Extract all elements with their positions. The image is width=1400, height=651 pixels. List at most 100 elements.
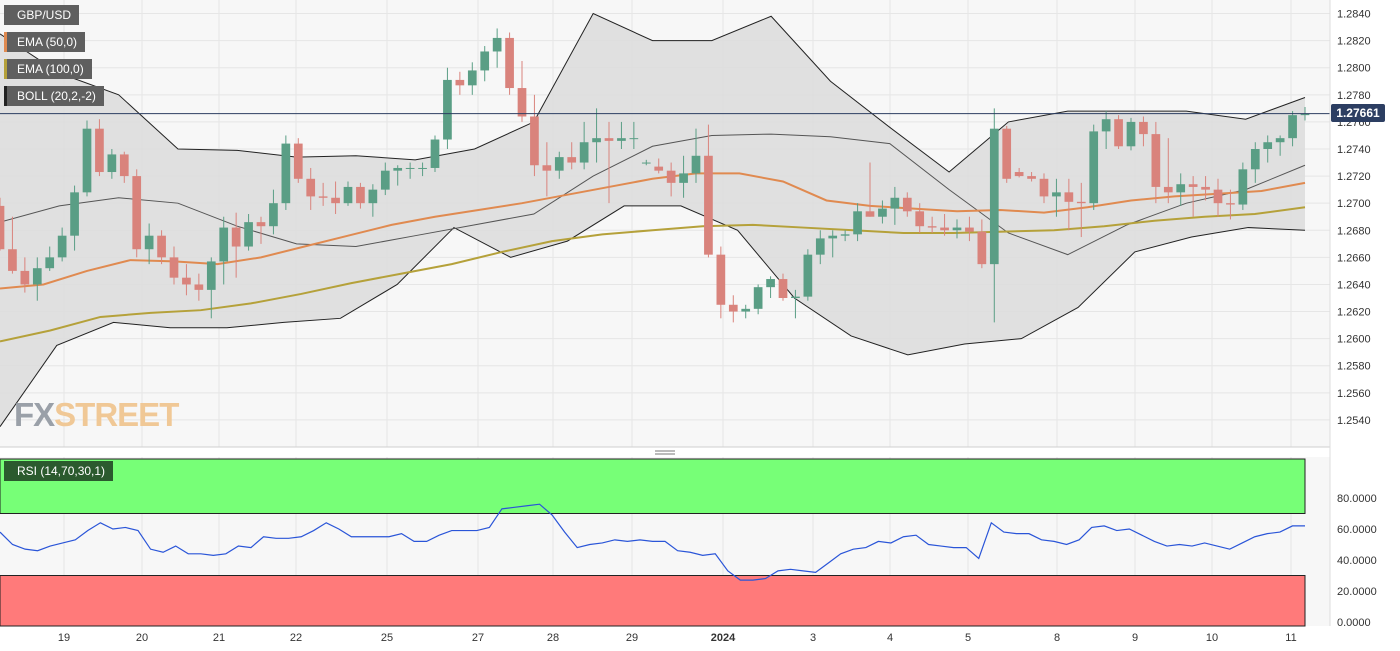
time-tick-label: 5 [965, 632, 971, 644]
candle-body [206, 261, 216, 290]
time-tick-label: 29 [626, 632, 638, 644]
legend-ema100[interactable]: EMA (100,0) [4, 59, 92, 79]
candle [132, 169, 142, 258]
candle [1275, 135, 1285, 156]
candle [530, 94, 539, 177]
candle [281, 135, 291, 210]
candle-body [865, 211, 875, 217]
candle-body [815, 238, 825, 255]
candle-body [1201, 186, 1210, 190]
candle [194, 273, 204, 301]
candle [952, 219, 962, 239]
price-tick-label: 1.2640 [1337, 279, 1371, 291]
candle [853, 203, 862, 242]
candle [778, 273, 788, 301]
candle-body [269, 203, 278, 227]
price-tick-label: 1.2700 [1337, 198, 1371, 210]
bollinger-fill [0, 13, 1305, 427]
candle [567, 142, 577, 170]
candle-body [182, 277, 191, 285]
candle-body [1250, 149, 1260, 170]
candle-body [70, 192, 79, 236]
candle [219, 216, 229, 285]
price-tick-label: 1.2540 [1337, 415, 1371, 427]
time-tick-label: 28 [547, 632, 559, 644]
candle [293, 138, 303, 183]
candle [430, 135, 440, 173]
legend-boll[interactable]: BOLL (20,2,-2) [4, 86, 104, 106]
candle-body [443, 79, 452, 140]
candle [878, 200, 887, 224]
candle [716, 246, 726, 319]
candle-body [1052, 192, 1061, 197]
candle-body [231, 227, 241, 247]
time-tick-label: 10 [1206, 632, 1218, 644]
bollinger-middle-line [0, 133, 1306, 256]
fxstreet-watermark: FXSTREET [14, 396, 179, 434]
candle-body [119, 154, 129, 177]
candle [617, 121, 626, 149]
candle [828, 230, 838, 258]
candle [691, 128, 701, 183]
candle [604, 121, 614, 204]
rsi-tick-label: 40.0000 [1337, 555, 1377, 567]
candle-body [592, 138, 601, 143]
legend-ema50[interactable]: EMA (50,0) [4, 32, 86, 52]
candle-body [741, 308, 751, 312]
candle [492, 28, 502, 68]
candle [1188, 176, 1198, 217]
candle [244, 214, 253, 251]
candle-body [480, 51, 490, 71]
candle [480, 46, 490, 82]
candle-body [766, 279, 775, 288]
last-price-tag: 1.27661 [1331, 104, 1385, 122]
legend-symbol[interactable]: GBP/USD [4, 5, 80, 25]
price-tick-label: 1.2720 [1337, 171, 1371, 183]
candle [728, 295, 738, 323]
time-tick-label: 8 [1054, 632, 1060, 644]
bollinger-upper-line [0, 12, 1306, 173]
candle [405, 162, 415, 179]
candle-body [1176, 184, 1186, 193]
candle-body [828, 235, 838, 239]
candle [182, 264, 191, 296]
candle-body [579, 142, 589, 163]
rsi-axis: 0.0000 20.0000 40.0000 60.0000 80.0000 [1337, 493, 1377, 629]
candle-body [343, 186, 353, 204]
candle-body [0, 205, 5, 250]
candle-body [977, 231, 987, 265]
candle [1263, 135, 1273, 163]
time-axis: 19 20 21 22 25 27 28 29 2024 3 4 5 8 9 10 11 [58, 632, 1297, 644]
price-tick-label: 1.2800 [1337, 63, 1371, 75]
legend-rsi[interactable]: RSI (14,70,30,1) [4, 461, 114, 481]
panel-resize-handle[interactable] [655, 450, 675, 455]
candle [1226, 189, 1235, 220]
candle [306, 167, 316, 210]
candle-body [219, 227, 229, 262]
candle-body [331, 197, 340, 204]
candle [455, 71, 465, 95]
price-tick-label: 1.2660 [1337, 252, 1371, 264]
candle-body [791, 296, 800, 298]
candle-body [1188, 184, 1198, 187]
price-tick-label: 1.2620 [1337, 307, 1371, 319]
candle [231, 212, 241, 278]
time-tick-label: 25 [381, 632, 393, 644]
candle-body [803, 254, 813, 297]
candle [95, 119, 104, 177]
candle-body [778, 279, 788, 298]
candle [766, 276, 775, 298]
rsi-line [0, 503, 1305, 581]
candle-body [45, 257, 55, 269]
price-tick-label: 1.2780 [1337, 90, 1371, 102]
candle-body [1213, 189, 1223, 204]
candle [119, 151, 129, 183]
price-tick-label: 1.2840 [1337, 9, 1371, 21]
candle-body [256, 222, 266, 227]
bollinger-bands [0, 12, 1306, 427]
candle [157, 230, 166, 265]
candle-body [902, 197, 912, 212]
candle-body [380, 170, 390, 190]
candle-body [405, 167, 415, 169]
price-tick-label: 1.2680 [1337, 225, 1371, 237]
